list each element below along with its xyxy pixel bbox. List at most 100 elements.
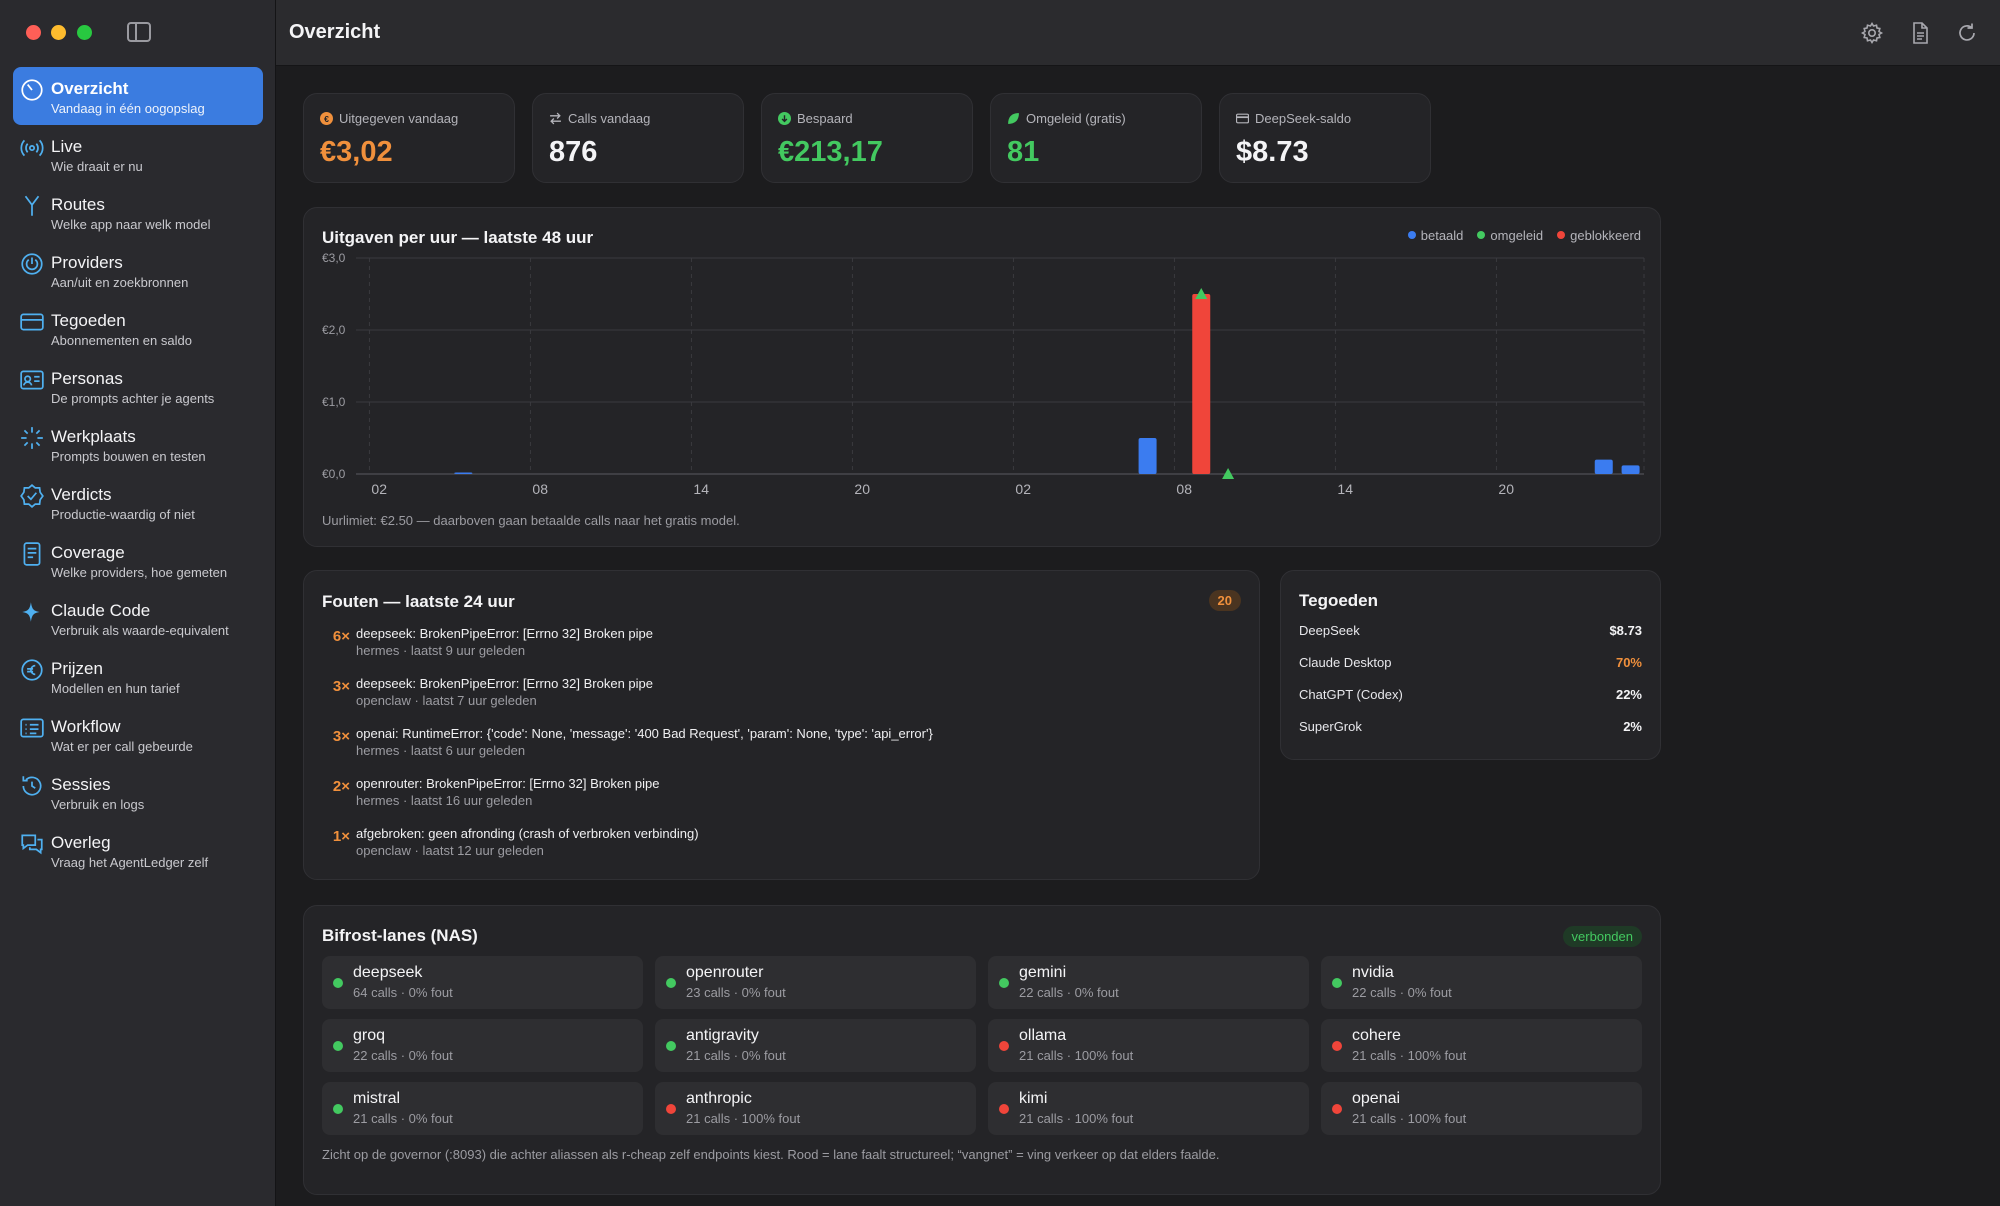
hourly-spend-chart: €0,0 €1,0 €2,0 €3,0 02 08 14 20 02 08 14 20 <box>322 251 1645 497</box>
lane-tile-ollama[interactable]: ollama 21 calls · 100% fout <box>988 1019 1309 1072</box>
lane-tile-kimi[interactable]: kimi 21 calls · 100% fout <box>988 1082 1309 1135</box>
refresh-icon[interactable] <box>1955 21 1979 45</box>
errors-count-badge: 20 <box>1208 590 1241 611</box>
hourly-spend-chart-card: Uitgaven per uur — laatste 48 uur betaal… <box>303 207 1661 547</box>
sidebar-item-routes[interactable]: Routes Welke app naar welk model <box>13 183 263 241</box>
lane-tile-groq[interactable]: groq 22 calls · 0% fout <box>322 1019 643 1072</box>
lane-tile-antigravity[interactable]: antigravity 21 calls · 0% fout <box>655 1019 976 1072</box>
lane-tile-cohere[interactable]: cohere 21 calls · 100% fout <box>1321 1019 1642 1072</box>
document-icon[interactable] <box>1908 21 1932 45</box>
sidebar-item-subtitle: Aan/uit en zoekbronnen <box>51 275 189 290</box>
sidebar-item-label: Providers <box>51 253 123 272</box>
chart-note: Uurlimiet: €2.50 — daarboven gaan betaal… <box>322 513 740 528</box>
sidebar-item-werkplaats[interactable]: Werkplaats Prompts bouwen en testen <box>13 415 263 473</box>
list-icon <box>19 715 45 741</box>
error-message: afgebroken: geen afronding (crash of ver… <box>356 826 699 841</box>
settings-gear-icon[interactable] <box>1860 21 1884 45</box>
credit-name: ChatGPT (Codex) <box>1299 687 1403 702</box>
credit-row: DeepSeek $8.73 <box>1299 623 1642 638</box>
sidebar-item-label: Personas <box>51 369 123 388</box>
main-content: € Uitgegeven vandaag €3,02 Calls vandaag … <box>276 67 2000 1206</box>
lane-tile-gemini[interactable]: gemini 22 calls · 0% fout <box>988 956 1309 1009</box>
error-item[interactable]: 2× openrouter: BrokenPipeError: [Errno 32… <box>333 775 660 819</box>
legend-item-betaald: betaald <box>1407 228 1463 243</box>
sidebar-item-overleg[interactable]: Overleg Vraag het AgentLedger zelf <box>13 821 263 879</box>
sidebar-item-label: Tegoeden <box>51 311 126 330</box>
lane-name: openai <box>1352 1090 1401 1107</box>
lane-status-dot <box>1332 1104 1342 1114</box>
stat-card-deepseek-balance: DeepSeek-saldo $8.73 <box>1219 93 1431 183</box>
sidebar-item-claude-code[interactable]: Claude Code Verbruik als waarde-equivale… <box>13 589 263 647</box>
minimize-window-button[interactable] <box>51 25 66 40</box>
sidebar-item-personas[interactable]: Personas De prompts achter je agents <box>13 357 263 415</box>
lane-name: deepseek <box>353 964 423 981</box>
toolbar: Overzicht <box>276 0 2000 66</box>
x-tick-label: 14 <box>693 481 709 497</box>
euro-icon <box>19 657 45 683</box>
error-message: deepseek: BrokenPipeError: [Errno 32] Br… <box>356 626 654 641</box>
sidebar-item-sessies[interactable]: Sessies Verbruik en logs <box>13 763 263 821</box>
bar-betaald <box>1621 465 1640 474</box>
y-tick-label: €0,0 <box>322 467 346 481</box>
stat-value: €3,02 <box>320 136 393 168</box>
lane-status-dot <box>999 978 1009 988</box>
sparkles-icon <box>19 599 45 625</box>
lane-tile-nvidia[interactable]: nvidia 22 calls · 0% fout <box>1321 956 1642 1009</box>
lane-name: openrouter <box>686 964 764 981</box>
chart-title: Uitgaven per uur — laatste 48 uur <box>322 228 594 247</box>
errors-title: Fouten — laatste 24 uur <box>322 592 515 611</box>
y-tick-label: €2,0 <box>322 323 346 337</box>
connection-status-badge: verbonden <box>1562 926 1642 947</box>
credit-value: 70% <box>1615 655 1642 670</box>
lane-tile-openrouter[interactable]: openrouter 23 calls · 0% fout <box>655 956 976 1009</box>
stat-card-spent-today: € Uitgegeven vandaag €3,02 <box>303 93 515 183</box>
error-item[interactable]: 1× afgebroken: geen afronding (crash of v… <box>333 825 699 869</box>
error-item[interactable]: 3× openai: RuntimeError: {'code': None, '… <box>333 725 933 769</box>
arrow-down-circle-icon <box>778 112 791 125</box>
sidebar-item-coverage[interactable]: Coverage Welke providers, hoe gemeten <box>13 531 263 589</box>
lane-tile-deepseek[interactable]: deepseek 64 calls · 0% fout <box>322 956 643 1009</box>
lane-status-dot <box>999 1041 1009 1051</box>
stat-label: Bespaard <box>797 111 853 126</box>
sidebar-item-live[interactable]: Live Wie draait er nu <box>13 125 263 183</box>
sidebar-item-verdicts[interactable]: Verdicts Productie-waardig of niet <box>13 473 263 531</box>
sidebar-item-label: Claude Code <box>51 601 151 620</box>
credits-title: Tegoeden <box>1299 591 1379 610</box>
sidebar-item-subtitle: Vandaag in één oogopslag <box>51 101 205 116</box>
lane-tile-anthropic[interactable]: anthropic 21 calls · 100% fout <box>655 1082 976 1135</box>
lane-name: ollama <box>1019 1027 1067 1044</box>
lane-name: nvidia <box>1352 964 1394 981</box>
sidebar-item-tegoeden[interactable]: Tegoeden Abonnementen en saldo <box>13 299 263 357</box>
euro-coin-icon: € <box>320 112 333 125</box>
sidebar-item-label: Sessies <box>51 775 111 794</box>
credit-row: Claude Desktop 70% <box>1299 655 1642 670</box>
power-icon <box>19 251 45 277</box>
lane-meta: 21 calls · 100% fout <box>686 1111 801 1126</box>
close-window-button[interactable] <box>26 25 41 40</box>
sidebar-item-overzicht[interactable]: Overzicht Vandaag in één oogopslag <box>13 67 263 125</box>
stat-label: Calls vandaag <box>568 111 651 126</box>
error-item[interactable]: 3× deepseek: BrokenPipeError: [Errno 32] … <box>333 675 653 719</box>
lane-status-dot <box>333 978 343 988</box>
sidebar-item-subtitle: Wat er per call gebeurde <box>51 739 193 754</box>
lane-tile-openai[interactable]: openai 21 calls · 100% fout <box>1321 1082 1642 1135</box>
error-meta: hermes · laatst 16 uur geleden <box>356 793 533 808</box>
zoom-window-button[interactable] <box>77 25 92 40</box>
sidebar-item-workflow[interactable]: Workflow Wat er per call gebeurde <box>13 705 263 763</box>
sidebar-item-providers[interactable]: Providers Aan/uit en zoekbronnen <box>13 241 263 299</box>
arrows-swap-icon <box>549 112 562 125</box>
sidebar-item-prijzen[interactable]: Prijzen Modellen en hun tarief <box>13 647 263 705</box>
lane-status-dot <box>999 1104 1009 1114</box>
y-tick-label: €3,0 <box>322 251 346 265</box>
sidebar-item-subtitle: Modellen en hun tarief <box>51 681 180 696</box>
stat-label: DeepSeek-saldo <box>1255 111 1352 126</box>
lane-tile-mistral[interactable]: mistral 21 calls · 0% fout <box>322 1082 643 1135</box>
sidebar-item-subtitle: De prompts achter je agents <box>51 391 215 406</box>
error-meta: openclaw · laatst 7 uur geleden <box>356 693 537 708</box>
sidebar-toggle-icon[interactable] <box>127 22 151 42</box>
error-count: 2× <box>332 778 350 795</box>
sidebar-item-subtitle: Welke providers, hoe gemeten <box>51 565 228 580</box>
sidebar-item-label: Routes <box>51 195 105 214</box>
error-item[interactable]: 6× deepseek: BrokenPipeError: [Errno 32] … <box>333 625 654 669</box>
error-meta: openclaw · laatst 12 uur geleden <box>356 843 544 858</box>
